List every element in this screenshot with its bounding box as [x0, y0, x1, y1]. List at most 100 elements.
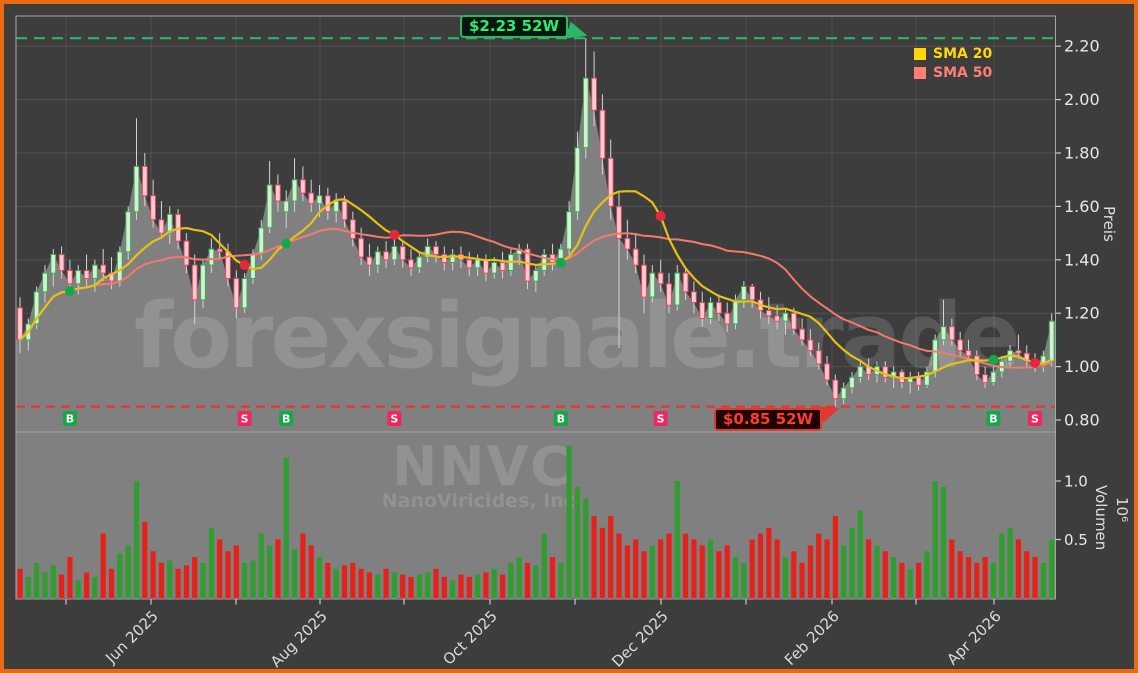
- candle-down: [100, 264, 107, 274]
- candle-down: [483, 259, 489, 274]
- volume-bar: [1040, 562, 1046, 599]
- volume-bar: [508, 562, 514, 599]
- candle-down: [300, 179, 306, 194]
- candle-down: [341, 200, 348, 221]
- volume-bar: [358, 568, 364, 599]
- candle-up: [566, 211, 573, 250]
- price-axis-title: Preis: [1100, 206, 1118, 242]
- volume-bar: [974, 562, 980, 599]
- candle-up: [857, 366, 864, 378]
- volume-bar: [308, 545, 314, 599]
- volume-bar: [458, 574, 464, 599]
- candle-down: [790, 312, 797, 330]
- candle-up: [649, 272, 656, 298]
- candle-up: [166, 213, 173, 234]
- candle-up: [391, 246, 398, 261]
- volume-bar: [949, 539, 955, 599]
- sell-signal-marker: [387, 411, 402, 426]
- volume-bar: [724, 545, 730, 599]
- price-tick-label: 2.00: [1064, 90, 1100, 109]
- golden-cross-dot: [555, 257, 566, 268]
- volume-bar: [250, 560, 256, 599]
- x-tick-label: Dec 2025: [608, 607, 672, 669]
- candle-down: [433, 246, 439, 255]
- volume-bar: [716, 551, 722, 599]
- volume-bar: [708, 539, 714, 599]
- candle-down: [216, 248, 223, 253]
- volume-bar: [666, 533, 672, 599]
- candle-up: [707, 302, 714, 319]
- candle-down: [158, 219, 165, 234]
- candle-down: [141, 165, 148, 197]
- volume-bar: [167, 560, 173, 599]
- volume-bar: [175, 568, 181, 599]
- volume-bar: [275, 539, 281, 599]
- volume-bar: [50, 565, 56, 599]
- high-52w-label: $2.23 52W: [460, 15, 569, 38]
- volume-bar: [1032, 557, 1038, 599]
- candle-down: [774, 315, 781, 322]
- volume-bar: [75, 580, 81, 599]
- volume-bar: [25, 576, 31, 599]
- volume-bar: [691, 539, 697, 599]
- signal-letter: B: [989, 413, 997, 426]
- volume-bar: [816, 533, 822, 599]
- candle-up: [283, 200, 290, 213]
- buy-signal-marker: [279, 411, 294, 426]
- volume-bar: [200, 562, 206, 599]
- volume-bar: [583, 498, 589, 599]
- candle-down: [957, 339, 964, 352]
- candle-down: [965, 350, 972, 357]
- volume-bar: [375, 574, 381, 599]
- candle-down: [524, 248, 531, 282]
- candle-up: [92, 264, 98, 279]
- candle-up: [732, 299, 739, 325]
- volume-bar: [616, 533, 622, 599]
- candle-down: [67, 270, 73, 285]
- candle-down: [83, 270, 90, 279]
- volume-bar: [17, 568, 23, 599]
- x-tick-label: Jun 2025: [101, 607, 161, 667]
- candle-up: [250, 254, 256, 279]
- candle-down: [982, 374, 989, 384]
- legend-label-sma20: SMA 20: [933, 46, 993, 62]
- candle-down: [399, 246, 406, 261]
- candle-down: [832, 379, 839, 400]
- volume-bar: [391, 572, 397, 599]
- price-tick-label: 1.80: [1064, 144, 1100, 163]
- volume-bar: [1007, 527, 1013, 599]
- volume-bar: [408, 576, 414, 599]
- volume-bar: [957, 551, 963, 599]
- buy-signal-marker: [62, 411, 77, 426]
- volume-panel-border: [15, 431, 1056, 600]
- legend-item-sma20: SMA 20: [914, 46, 992, 62]
- volume-bar: [699, 545, 705, 599]
- sma50-line: [19, 227, 1053, 369]
- volume-bar: [475, 574, 481, 599]
- volume-bar: [217, 539, 223, 599]
- volume-bar: [208, 527, 214, 599]
- candle-up: [1048, 320, 1055, 362]
- signal-letter: B: [282, 413, 290, 426]
- candle-up: [266, 184, 273, 229]
- volume-bar: [34, 562, 40, 599]
- volume-bar: [242, 562, 248, 599]
- volume-bar: [325, 562, 331, 599]
- signal-letter: S: [241, 413, 249, 426]
- volume-bar: [341, 565, 348, 599]
- candlestick-series: [17, 38, 1055, 407]
- price-tick-label: 0.80: [1064, 411, 1100, 430]
- volume-bar: [183, 565, 189, 599]
- low-52w-label: $0.85 52W: [714, 408, 823, 431]
- volume-bar: [425, 572, 431, 599]
- candle-down: [366, 256, 373, 266]
- volume-bar: [824, 539, 830, 599]
- volume-bars: [17, 445, 1055, 599]
- candle-down: [641, 264, 647, 298]
- volume-bar: [674, 481, 680, 599]
- candle-up: [133, 165, 140, 213]
- candle-down: [349, 219, 356, 240]
- brand-watermark: forexsignale.trade: [134, 284, 1018, 389]
- volume-bar: [491, 568, 497, 599]
